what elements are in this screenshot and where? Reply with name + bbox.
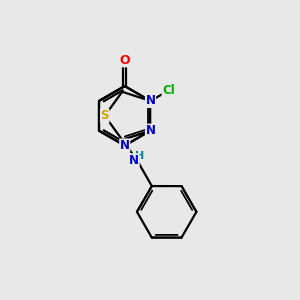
Text: Cl: Cl [162, 84, 175, 97]
Text: S: S [100, 109, 109, 122]
Text: N: N [120, 139, 130, 152]
Text: N: N [146, 94, 155, 107]
Text: H: H [135, 151, 144, 161]
Text: N: N [129, 154, 139, 167]
Text: O: O [119, 54, 130, 67]
Text: N: N [146, 124, 155, 137]
